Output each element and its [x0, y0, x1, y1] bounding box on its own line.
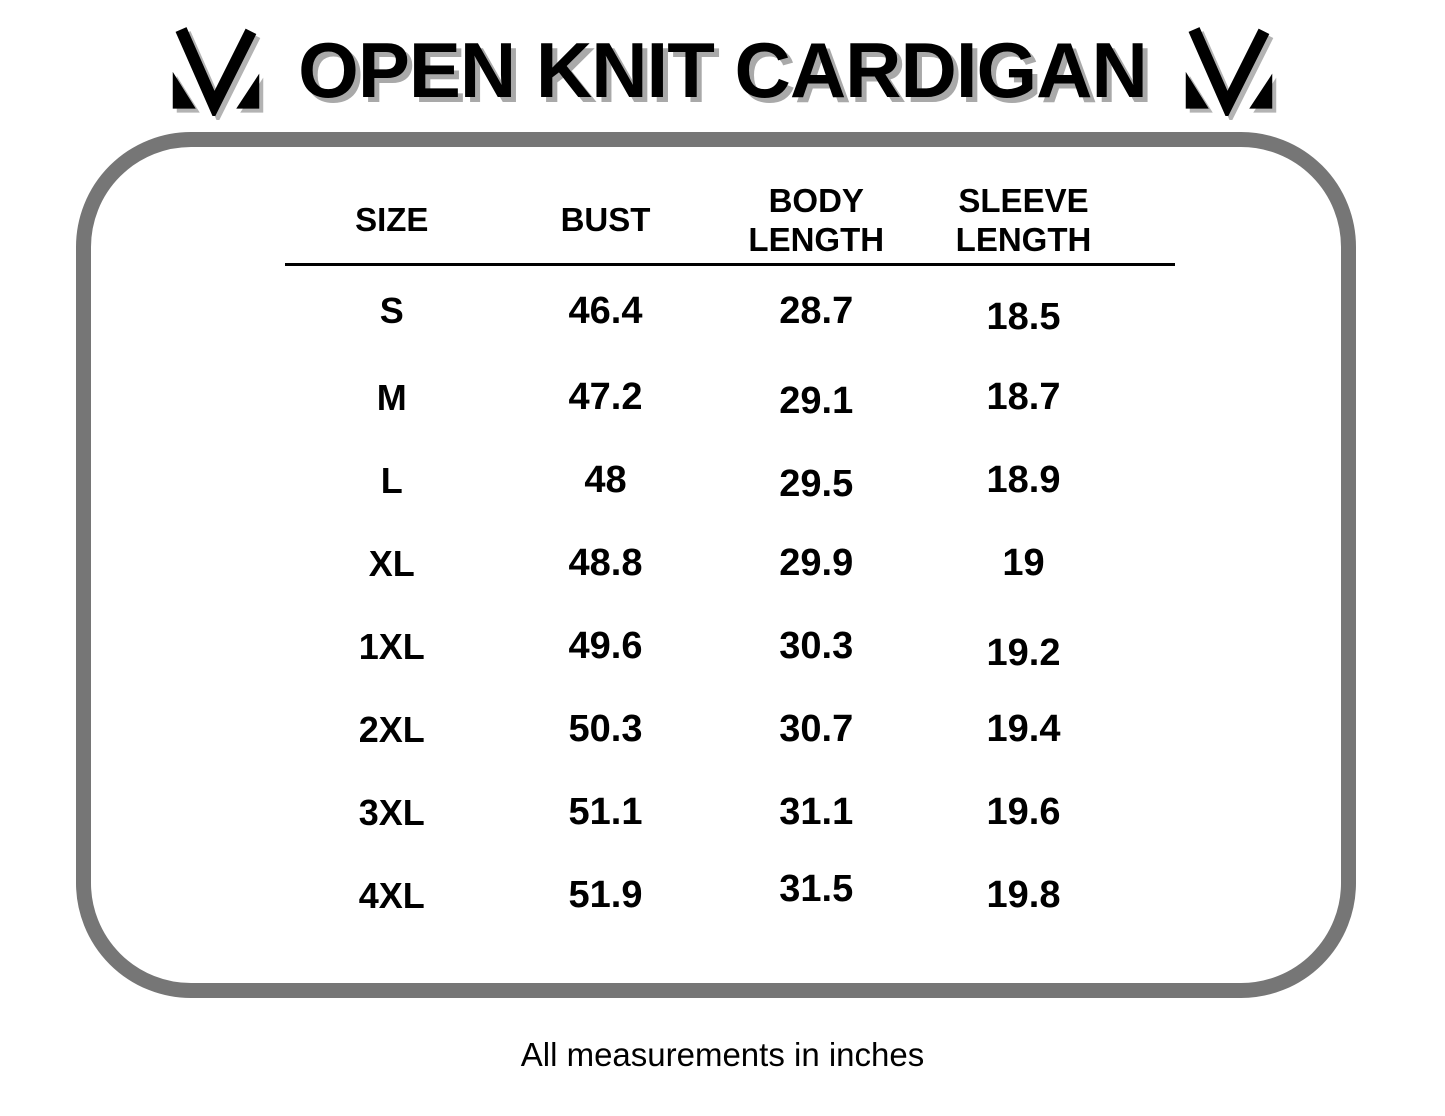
- measurement-value: 19.8: [986, 874, 1061, 916]
- size-label: 1XL: [358, 625, 425, 667]
- column-header-sleeve-length: SLEEVE LENGTH: [920, 178, 1175, 266]
- measurement-value: 29.9: [779, 542, 854, 584]
- measurement-value: 51.1: [568, 791, 643, 833]
- m-monogram-logo-icon: [172, 27, 260, 116]
- size-label: 4XL: [358, 874, 425, 916]
- size-label: 2XL: [358, 708, 425, 750]
- size-label: L: [380, 459, 403, 501]
- measurement-value: 50.3: [568, 708, 643, 750]
- column-header-bust: BUST: [498, 178, 713, 266]
- measurement-value: 19.6: [986, 791, 1061, 833]
- measurement-value: 49.6: [568, 625, 643, 667]
- measurement-value: 29.1: [779, 380, 854, 422]
- measurement-value: 19.4: [986, 708, 1061, 750]
- column-header-size: SIZE: [285, 178, 499, 266]
- size-label: M: [376, 376, 407, 418]
- measurement-value: 51.9: [568, 874, 643, 916]
- measurement-value: 46.4: [568, 289, 643, 332]
- size-chart-panel: [76, 132, 1356, 998]
- measurement-value: 19: [1002, 542, 1045, 584]
- measurement-value: 47.2: [568, 376, 643, 418]
- measurement-value: 48.8: [568, 542, 643, 584]
- size-label: XL: [368, 542, 415, 584]
- measurement-value: 18.9: [986, 459, 1061, 501]
- measurement-value: 30.7: [779, 708, 854, 750]
- size-label: 3XL: [358, 791, 425, 833]
- header: OPEN KNIT CARDIGAN: [0, 24, 1445, 116]
- measurement-value: 18.5: [986, 295, 1061, 338]
- column-header-body-length: BODY LENGTH: [712, 178, 920, 266]
- measurement-value: 30.3: [779, 625, 854, 667]
- measurement-value: 28.7: [779, 289, 854, 332]
- size-label: S: [379, 290, 404, 331]
- page-title: OPEN KNIT CARDIGAN: [298, 26, 1148, 114]
- measurement-value: 31.5: [779, 868, 854, 910]
- measurements-note: All measurements in inches: [520, 1036, 925, 1073]
- measurement-value: 18.7: [986, 376, 1061, 418]
- measurement-value: 31.1: [779, 791, 854, 833]
- measurement-value: 48: [584, 459, 627, 501]
- size-table: SIZE BUST BODY LENGTH SLEEVE LENGTH S 46.…: [285, 178, 1175, 937]
- m-monogram-logo-icon: [1185, 27, 1273, 116]
- measurement-value: 19.2: [986, 632, 1061, 674]
- measurement-value: 29.5: [779, 463, 854, 505]
